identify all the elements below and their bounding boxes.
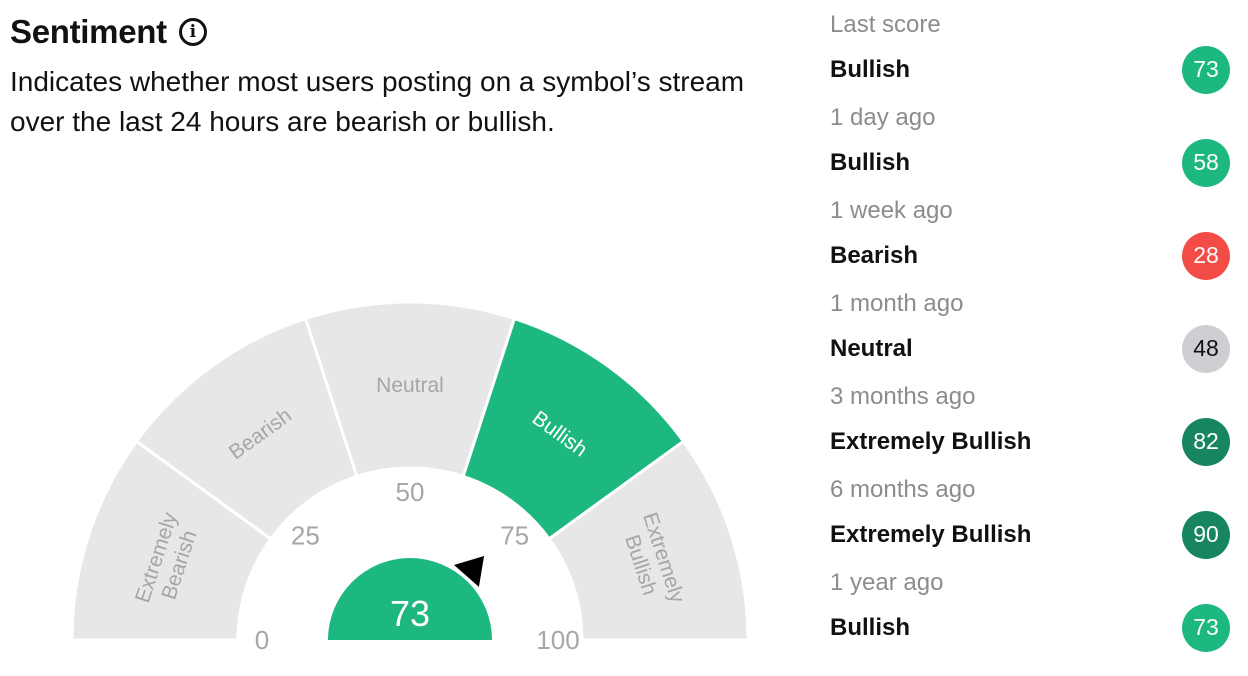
history-label: Bullish	[830, 148, 911, 176]
history-row: Last score Bullish 73	[830, 0, 1235, 94]
gauge-score: 73	[390, 593, 430, 634]
gauge-needle	[454, 555, 485, 587]
score-badge: 90	[1182, 510, 1230, 559]
history-period: 1 week ago	[830, 197, 953, 224]
sentiment-gauge: ExtremelyBearishBearishNeutralBullishExt…	[70, 300, 750, 655]
gauge-center-dial	[328, 558, 492, 640]
history-row: 1 day ago Bullish 58	[830, 93, 1235, 187]
history-row: 1 year ago Bullish 73	[830, 558, 1235, 652]
history-period: 6 months ago	[830, 476, 976, 503]
history-score-row: Extremely Bullish 82	[830, 417, 1235, 466]
score-badge: 73	[1182, 45, 1230, 94]
history-period: 1 month ago	[830, 290, 964, 317]
history-period: 1 year ago	[830, 569, 944, 596]
history-row: 1 month ago Neutral 48	[830, 279, 1235, 373]
gauge-tick-label: 100	[536, 625, 579, 655]
sentiment-history: Last score Bullish 73 1 day ago Bullish …	[830, 0, 1235, 652]
gauge-tick-label: 50	[396, 477, 425, 507]
history-score-row: Neutral 48	[830, 324, 1235, 373]
history-label: Extremely Bullish	[830, 520, 1032, 548]
history-period: 1 day ago	[830, 104, 936, 131]
score-badge: 58	[1182, 138, 1230, 187]
history-label: Bullish	[830, 55, 911, 83]
history-score-row: Extremely Bullish 90	[830, 510, 1235, 559]
history-row: 3 months ago Extremely Bullish 82	[830, 372, 1235, 466]
gauge-tick-label: 25	[291, 520, 320, 550]
history-label: Bullish	[830, 613, 911, 641]
description-line-2: over the last 24 hours are bearish or bu…	[10, 106, 555, 137]
history-score-row: Bullish 58	[830, 138, 1235, 187]
gauge-segments: ExtremelyBearishBearishNeutralBullishExt…	[70, 300, 750, 642]
history-period: 3 months ago	[830, 383, 976, 410]
info-icon[interactable]: i	[178, 18, 207, 46]
history-period: Last score	[830, 11, 941, 38]
score-badge: 28	[1182, 231, 1230, 280]
history-label: Neutral	[830, 334, 913, 362]
history-label: Extremely Bullish	[830, 427, 1032, 455]
history-score-row: Bullish 73	[830, 603, 1235, 652]
history-row: 1 week ago Bearish 28	[830, 186, 1235, 280]
sentiment-panel: Sentiment i Indicates whether most users…	[10, 10, 810, 670]
history-row: 6 months ago Extremely Bullish 90	[830, 465, 1235, 559]
score-badge: 48	[1182, 324, 1230, 373]
description-line-1: Indicates whether most users posting on …	[10, 66, 745, 97]
gauge-segment-label: Neutral	[376, 374, 444, 397]
gauge-segment	[547, 439, 750, 642]
history-label: Bearish	[830, 241, 919, 269]
score-badge: 82	[1182, 417, 1230, 466]
gauge-tick-label: 75	[500, 520, 529, 550]
history-score-row: Bullish 73	[830, 45, 1235, 94]
gauge-ticks: 0 25 50 75 100	[255, 477, 580, 655]
score-badge: 73	[1182, 603, 1230, 652]
gauge-tick-label: 0	[255, 625, 269, 655]
description: Indicates whether most users posting on …	[10, 62, 810, 142]
title-row: Sentiment i	[10, 10, 810, 54]
page-title: Sentiment	[10, 13, 167, 50]
history-score-row: Bearish 28	[830, 231, 1235, 280]
